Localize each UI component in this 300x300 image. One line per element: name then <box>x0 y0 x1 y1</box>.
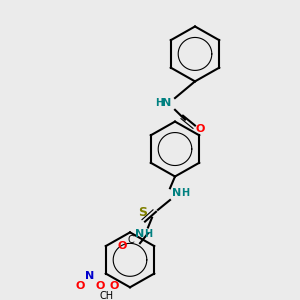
Text: CH: CH <box>100 291 114 300</box>
Text: O: O <box>75 281 84 291</box>
Text: C: C <box>128 235 135 245</box>
Text: O: O <box>110 281 119 291</box>
Text: S: S <box>138 206 147 219</box>
Text: O: O <box>196 124 206 134</box>
Text: H: H <box>144 229 152 239</box>
Text: H: H <box>155 98 163 108</box>
Text: H: H <box>181 188 189 198</box>
Text: N: N <box>172 188 181 198</box>
Text: N: N <box>85 272 94 281</box>
Text: N: N <box>135 229 144 239</box>
Text: O: O <box>95 281 104 291</box>
Text: O: O <box>118 241 128 251</box>
Text: N: N <box>162 98 171 108</box>
